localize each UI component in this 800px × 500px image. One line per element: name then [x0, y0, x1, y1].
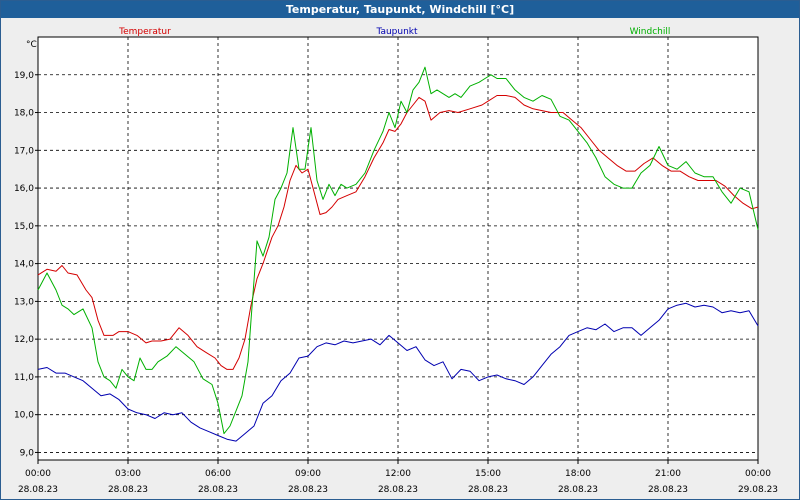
series-line-temperatur: [37, 95, 759, 370]
series-line-taupunkt: [37, 302, 759, 442]
x-tick-label-time: 00:00: [25, 469, 51, 479]
x-tick-label-date: 28.08.23: [288, 485, 328, 495]
x-tick-label-time: 03:00: [115, 469, 141, 479]
x-tick-label-date: 29.08.23: [738, 485, 778, 495]
x-tick-label-date: 28.08.23: [198, 485, 238, 495]
y-tick-label: 13,0: [14, 297, 34, 307]
x-tick-label-date: 28.08.23: [108, 485, 148, 495]
y-tick-label: 14,0: [14, 260, 34, 270]
y-tick-label: 18,0: [14, 109, 34, 119]
y-tick-label: 15,0: [14, 222, 34, 232]
y-axis-label: °C: [26, 40, 37, 50]
x-tick-label-time: 09:00: [295, 469, 321, 479]
legend-entry-taupunkt: Taupunkt: [375, 27, 418, 37]
x-tick-label-date: 28.08.23: [468, 485, 508, 495]
x-tick-label-time: 15:00: [475, 469, 501, 479]
y-tick-label: 17,0: [14, 146, 34, 156]
legend-entry-temperatur: Temperatur: [118, 27, 171, 37]
series-line-windchill: [37, 66, 759, 435]
x-tick-label-date: 28.08.23: [18, 485, 58, 495]
x-tick-label-time: 18:00: [565, 469, 591, 479]
y-tick-label: 16,0: [14, 184, 34, 194]
x-tick-label-date: 28.08.23: [378, 485, 418, 495]
y-tick-label: 19,0: [14, 71, 34, 81]
window-title: Temperatur, Taupunkt, Windchill [°C]: [1, 1, 799, 18]
y-tick-label: 9,0: [20, 448, 35, 458]
x-tick-label-date: 28.08.23: [648, 485, 688, 495]
x-tick-label-time: 21:00: [655, 469, 681, 479]
y-tick-label: 10,0: [14, 411, 34, 421]
x-tick-label-time: 12:00: [385, 469, 411, 479]
legend-entry-windchill: Windchill: [630, 27, 671, 37]
x-tick-label-date: 28.08.23: [558, 485, 598, 495]
y-tick-label: 12,0: [14, 335, 34, 345]
y-tick-label: 11,0: [14, 373, 34, 383]
x-tick-label-time: 00:00: [745, 469, 771, 479]
x-tick-label-time: 06:00: [205, 469, 231, 479]
